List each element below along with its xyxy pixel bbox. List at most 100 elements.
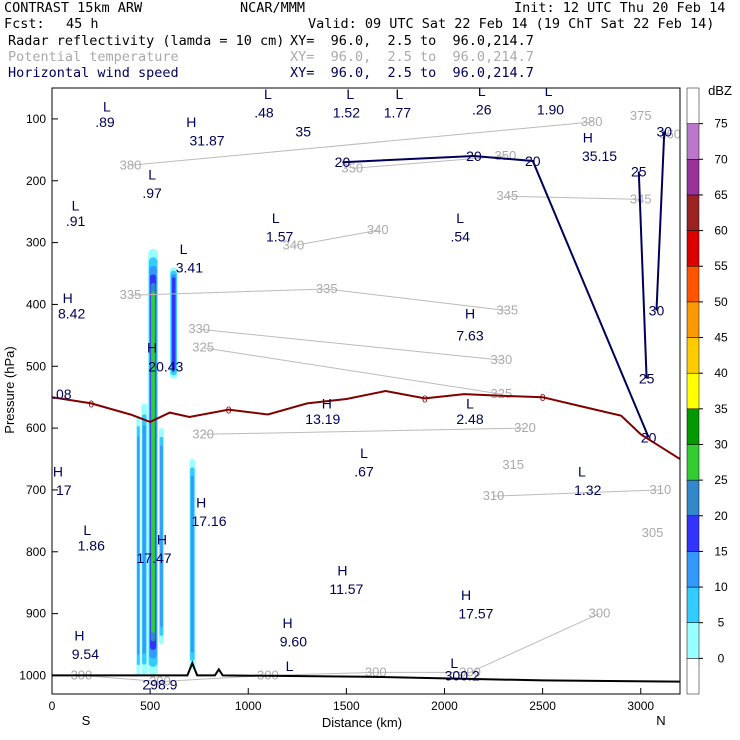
annotation-29: 7.63 <box>456 327 483 343</box>
annotation-12: L <box>545 83 553 99</box>
wind-label-25-1: 25 <box>639 371 655 387</box>
colorbar-swatch-4 <box>686 515 700 552</box>
colorbar-label-5: 5 <box>718 616 725 630</box>
theta-label-310-1: 310 <box>650 482 672 497</box>
colorbar-swatch-8 <box>686 372 700 410</box>
theta-contour-350 <box>352 155 506 169</box>
annotation-31: 20.43 <box>148 358 183 374</box>
wind-label-20-2: 20 <box>525 153 541 169</box>
freezing-level-label-1: 0 <box>88 399 94 410</box>
colorbar-label-50: 50 <box>714 295 728 309</box>
colorbar-label-65: 65 <box>714 188 728 202</box>
theta-label-335-2: 335 <box>496 303 518 318</box>
annotation-20: L <box>272 210 280 226</box>
annotation-22: L <box>456 210 464 226</box>
theta-contour-340 <box>293 229 378 247</box>
annotation-15: 35.15 <box>582 148 617 164</box>
colorbar-swatch-7 <box>686 408 700 445</box>
annotation-27: 8.42 <box>58 306 85 322</box>
theta-contour-300 <box>81 613 600 683</box>
plot-frame <box>51 87 681 695</box>
annotation-55: H <box>74 627 84 643</box>
colorbar-unit: dBZ <box>708 83 732 98</box>
theta-label-300-1: 300 <box>149 674 171 689</box>
x-tick-label-1500: 1500 <box>333 699 360 713</box>
y-tick-label-900: 900 <box>26 607 46 621</box>
annotation-1: .89 <box>95 114 115 130</box>
annotation-42: 17 <box>56 482 72 498</box>
y-tick-label-600: 600 <box>26 421 46 435</box>
annotation-43: H <box>196 494 206 510</box>
colorbar-swatch-1 <box>686 622 700 659</box>
annotation-30: H <box>147 340 157 356</box>
annotation-58: L <box>450 655 458 671</box>
annotation-57: L <box>286 658 294 674</box>
theta-label-345-0: 345 <box>496 188 518 203</box>
theta-label-330-0: 330 <box>188 321 210 336</box>
reflectivity-cell-5-band-2 <box>190 475 194 653</box>
annotation-46: 1.86 <box>78 538 105 554</box>
annotation-35: L <box>466 395 474 411</box>
theta-label-380-0: 380 <box>120 157 142 172</box>
colorbar-label-55: 55 <box>714 259 728 273</box>
wind-contour-30 <box>655 131 666 311</box>
freezing-level-label-11: 0 <box>422 394 428 405</box>
annotation-23: .54 <box>450 228 470 244</box>
y-tick-label-200: 200 <box>26 174 46 188</box>
theta-label-350-1: 350 <box>494 148 516 163</box>
colorbar-label-20: 20 <box>714 509 728 523</box>
y-tick-label-300: 300 <box>26 236 46 250</box>
annotation-17: .97 <box>142 185 162 201</box>
x-tick-label-3000: 3000 <box>627 699 654 713</box>
annotation-6: L <box>346 86 354 102</box>
model-title: CONTRAST 15km ARW <box>4 0 143 16</box>
theta-label-340-0: 340 <box>283 238 305 253</box>
fcst-label: Fcst: <box>4 16 45 32</box>
annotation-37: L <box>360 445 368 461</box>
annotation-layer: L.89 H31.87L.48L1.52L1.77L.26L1.90H35.15L… <box>52 83 617 693</box>
colorbar-swatch-9 <box>686 337 700 374</box>
terrain-layer <box>52 660 680 683</box>
theta-label-325-1: 325 <box>491 386 513 401</box>
colorbar-swatch-16 <box>686 87 700 124</box>
theta-contour-325 <box>203 347 502 395</box>
theta-contour-310 <box>493 489 661 497</box>
wind-label-30-0: 30 <box>649 303 665 319</box>
annotation-52: 17.57 <box>458 606 493 622</box>
theta-label-375-0: 375 <box>630 108 652 123</box>
colorbar-label-0: 0 <box>718 651 725 665</box>
theta-contour-335 <box>130 288 508 312</box>
field-xy-reflectivity: XY= 96.0, 2.5 to 96.0,214.7 <box>290 33 534 49</box>
annotation-39: L <box>578 463 586 479</box>
colorbar-label-40: 40 <box>714 366 728 380</box>
theta-label-320-0: 320 <box>192 426 214 441</box>
x-tick-label-1000: 1000 <box>235 699 262 713</box>
annotation-11: .26 <box>472 102 492 118</box>
header: CONTRAST 15km ARW NCAR/MMM Init: 12 UTC … <box>0 0 740 90</box>
annotation-25: 3.41 <box>176 259 203 275</box>
org-label: NCAR/MMM <box>240 0 306 16</box>
field-xy-wind: XY= 96.0, 2.5 to 96.0,214.7 <box>290 65 534 81</box>
theta-label-335-1: 335 <box>316 281 338 296</box>
theta-label-350-0: 350 <box>341 160 363 175</box>
annotation-10: L <box>478 83 486 99</box>
annotation-28: H <box>465 306 475 322</box>
x-tick-label-0: 0 <box>49 699 56 713</box>
reflectivity-cell-2-band-5 <box>151 291 155 633</box>
theta-label-305-0: 305 <box>642 525 664 540</box>
wind-label-20-0: 20 <box>335 154 351 170</box>
annotation-5: .48 <box>254 105 274 121</box>
freezing-level: 0 0 0 0 <box>52 389 680 460</box>
freezing-level-line <box>52 389 680 460</box>
colorbar-swatch-0 <box>686 658 700 695</box>
colorbar-swatch-5 <box>686 479 700 517</box>
y-tick-label-500: 500 <box>26 359 46 373</box>
annotation-36: 2.48 <box>456 411 483 427</box>
wind-label-30-1: 30 <box>657 123 673 139</box>
terrain-line <box>52 660 680 683</box>
annotation-0: L <box>103 99 111 115</box>
y-tick-label-800: 800 <box>26 545 46 559</box>
colorbar-swatch-12 <box>686 230 700 267</box>
